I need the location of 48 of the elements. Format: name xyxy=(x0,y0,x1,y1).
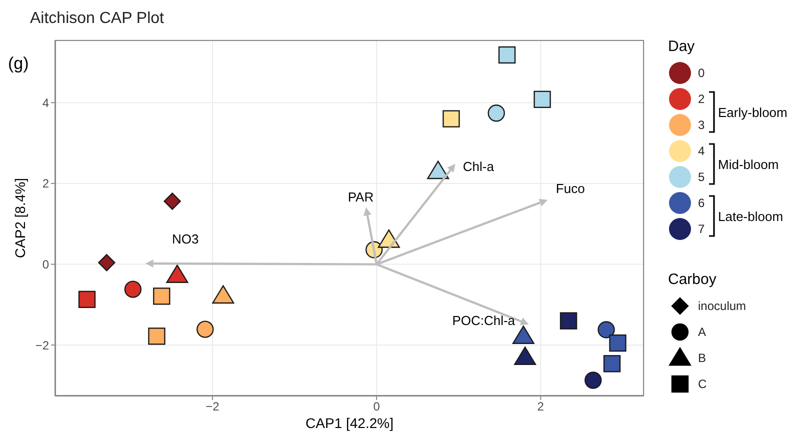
point xyxy=(584,372,602,389)
text: Early-bloom xyxy=(718,105,788,120)
point xyxy=(498,46,516,64)
annotation: NO3 xyxy=(172,231,199,246)
text: A xyxy=(698,325,706,339)
x-tick-label: 0 xyxy=(373,400,380,414)
point xyxy=(196,320,214,338)
point xyxy=(98,254,116,272)
point xyxy=(603,355,621,372)
legend-label: 4 xyxy=(698,144,705,158)
annotation: PAR xyxy=(348,189,374,204)
x-tick-label: −2 xyxy=(206,400,220,414)
y-tick-label: 0 xyxy=(42,258,50,272)
text: B xyxy=(698,351,706,365)
annotation: Chl-a xyxy=(462,158,495,174)
legend-label: 5 xyxy=(698,170,705,184)
point xyxy=(164,192,181,210)
legend-title: Day xyxy=(668,38,696,55)
text: C xyxy=(698,377,707,391)
text: (g) xyxy=(8,54,29,74)
y-tick-label: −2 xyxy=(35,338,50,352)
legend-label: 6 xyxy=(698,196,705,210)
legend-label: 3 xyxy=(698,118,705,132)
chart-title: Aitchison CAP Plot xyxy=(30,10,164,28)
annotation: POC:Chl-a xyxy=(452,312,516,328)
point xyxy=(78,290,96,308)
text: Carboy xyxy=(668,271,718,288)
text: inoculum xyxy=(698,299,746,313)
point xyxy=(598,321,615,338)
point xyxy=(609,334,626,352)
x-tick-label: 2 xyxy=(537,400,544,414)
point xyxy=(560,312,578,330)
y-tick-label: 2 xyxy=(42,176,50,191)
point xyxy=(442,110,460,128)
legend-label: 7 xyxy=(698,222,705,236)
y-tick-label: 4 xyxy=(42,96,50,110)
text: Mid-bloom xyxy=(718,157,779,172)
text: Late-bloom xyxy=(718,209,784,224)
annotation: Fuco xyxy=(556,181,585,196)
legend-label: 2 xyxy=(698,92,705,106)
point xyxy=(148,328,166,345)
point xyxy=(124,280,142,298)
x-axis-title: CAP1 [42.2%] xyxy=(306,415,394,431)
legend-label: 0 xyxy=(698,66,705,80)
point xyxy=(534,90,551,108)
y-axis-title: CAP2 [8.4%] xyxy=(12,178,28,258)
point xyxy=(153,288,170,305)
point xyxy=(488,104,505,122)
